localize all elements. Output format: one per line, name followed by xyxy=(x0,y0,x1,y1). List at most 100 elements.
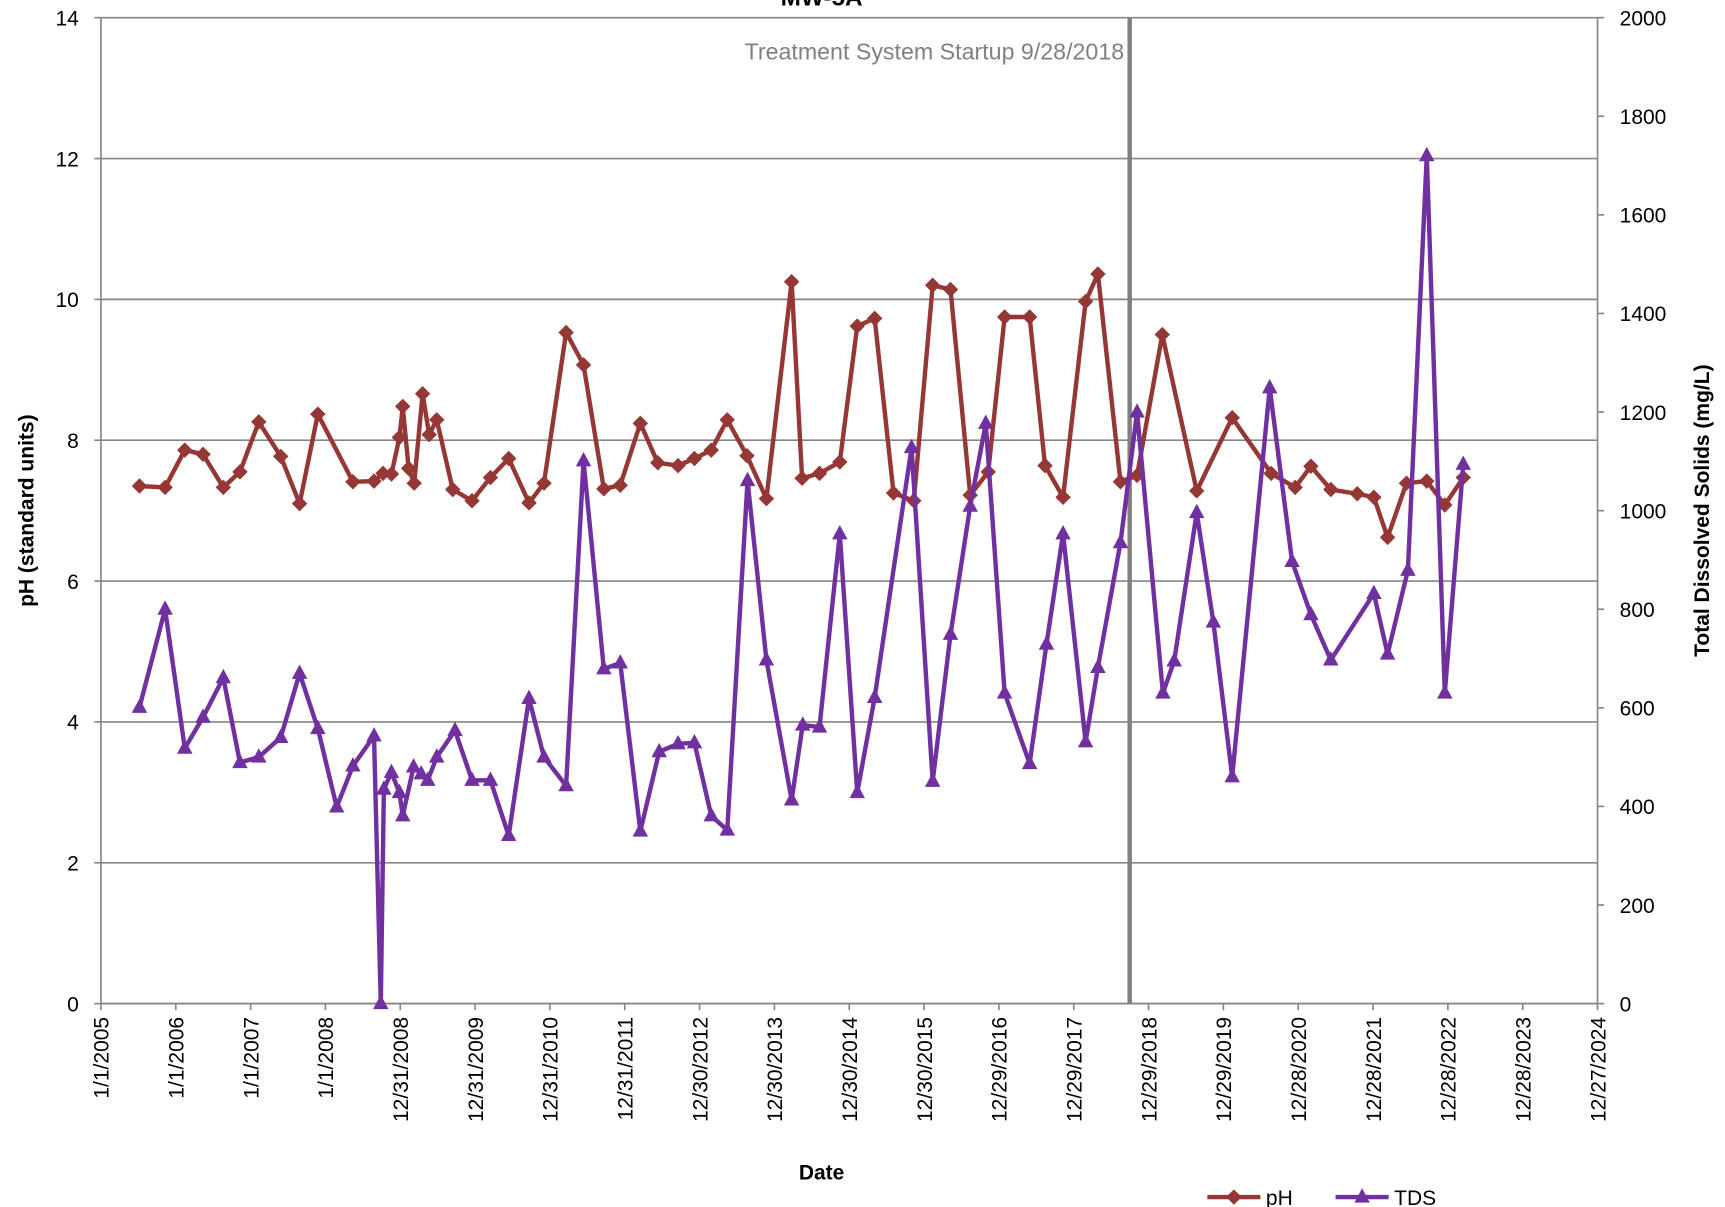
marker xyxy=(558,324,574,341)
chart-title: MW-5A xyxy=(781,0,863,12)
marker xyxy=(366,727,382,742)
x-tick-label: 12/29/2019 xyxy=(1213,1017,1236,1122)
marker xyxy=(1112,533,1129,549)
y2-tick-label: 600 xyxy=(1620,698,1655,721)
marker xyxy=(373,994,389,1010)
marker xyxy=(405,758,422,773)
x-tick-label: 12/27/2024 xyxy=(1587,1017,1610,1122)
marker xyxy=(703,806,719,822)
marker xyxy=(903,438,920,454)
y2-tick-label: 2000 xyxy=(1620,7,1667,30)
marker xyxy=(482,771,499,786)
marker xyxy=(1224,768,1240,783)
marker xyxy=(1055,524,1071,540)
marker xyxy=(1366,584,1382,599)
x-tick-label: 12/30/2014 xyxy=(839,1017,862,1122)
marker xyxy=(272,448,289,465)
marker xyxy=(739,447,755,464)
x-tick-label: 12/29/2018 xyxy=(1138,1017,1161,1122)
marker xyxy=(686,733,703,749)
marker xyxy=(445,481,461,498)
marker xyxy=(1323,651,1339,666)
marker xyxy=(391,429,408,446)
marker xyxy=(429,412,445,428)
x-tick-label: 1/1/2006 xyxy=(166,1017,189,1099)
marker xyxy=(703,442,719,458)
marker xyxy=(794,716,811,731)
x-tick-label: 12/28/2020 xyxy=(1288,1017,1311,1122)
y2-tick-label: 800 xyxy=(1620,599,1655,622)
marker xyxy=(739,471,756,487)
marker xyxy=(996,309,1013,325)
marker xyxy=(376,780,392,795)
marker xyxy=(500,450,517,467)
marker xyxy=(1077,733,1094,748)
x-tick-label: 12/28/2021 xyxy=(1363,1017,1386,1122)
y-tick-label: 0 xyxy=(67,993,79,1016)
marker xyxy=(421,426,437,443)
marker xyxy=(1077,293,1094,310)
legend-label: TDS xyxy=(1394,1187,1436,1207)
x-tick-label: 12/29/2017 xyxy=(1063,1017,1086,1122)
marker xyxy=(383,466,400,482)
marker xyxy=(1038,635,1055,650)
y2-axis-title: Total Dissolved Solids (mg/L) xyxy=(1691,364,1714,656)
marker xyxy=(1284,552,1300,567)
marker xyxy=(1021,754,1038,770)
marker xyxy=(632,822,649,837)
marker xyxy=(1303,605,1319,621)
y2-tick-label: 1600 xyxy=(1620,205,1667,228)
marker xyxy=(464,771,480,786)
series-line xyxy=(137,153,1466,1006)
marker xyxy=(310,719,326,735)
marker xyxy=(832,524,848,540)
marker xyxy=(1349,486,1365,502)
marker xyxy=(1205,613,1222,628)
x-tick-label: 12/28/2022 xyxy=(1438,1017,1461,1122)
marker xyxy=(1419,146,1435,162)
legend-marker xyxy=(1354,1188,1370,1203)
y2-tick-label: 1200 xyxy=(1620,402,1667,425)
marker xyxy=(1366,489,1382,506)
x-tick-label: 12/28/2023 xyxy=(1512,1017,1535,1122)
marker xyxy=(232,464,248,480)
marker xyxy=(794,470,810,486)
marker xyxy=(232,753,248,769)
marker xyxy=(215,668,232,684)
marker xyxy=(849,783,865,799)
marker xyxy=(464,493,480,509)
marker xyxy=(575,357,592,373)
marker xyxy=(849,318,865,334)
marker xyxy=(596,660,612,675)
marker xyxy=(195,446,211,463)
marker xyxy=(612,654,628,669)
marker xyxy=(1437,684,1453,699)
marker xyxy=(1287,479,1303,496)
x-tick-label: 1/1/2008 xyxy=(315,1017,338,1099)
marker xyxy=(758,490,775,507)
y2-tick-label: 1800 xyxy=(1620,106,1667,129)
marker xyxy=(1055,489,1071,506)
marker xyxy=(632,415,649,432)
series-line xyxy=(139,271,1466,540)
marker xyxy=(1090,658,1106,673)
marker xyxy=(482,469,499,486)
y2-tick-label: 0 xyxy=(1620,993,1632,1016)
annotation: Treatment System Startup 9/28/2018 xyxy=(745,39,1125,65)
x-tick-label: 12/31/2010 xyxy=(540,1017,563,1122)
marker xyxy=(215,479,232,496)
y2-tick-label: 1400 xyxy=(1620,303,1667,326)
marker xyxy=(924,277,941,294)
marker xyxy=(394,806,411,822)
marker xyxy=(131,478,148,494)
marker xyxy=(251,414,267,430)
marker xyxy=(383,763,400,778)
marker xyxy=(177,739,193,754)
x-tick-label: 12/31/2009 xyxy=(465,1017,488,1122)
marker xyxy=(758,651,775,666)
marker xyxy=(157,600,173,615)
marker xyxy=(686,450,703,467)
y-axis-title: pH (standard units) xyxy=(16,414,39,606)
